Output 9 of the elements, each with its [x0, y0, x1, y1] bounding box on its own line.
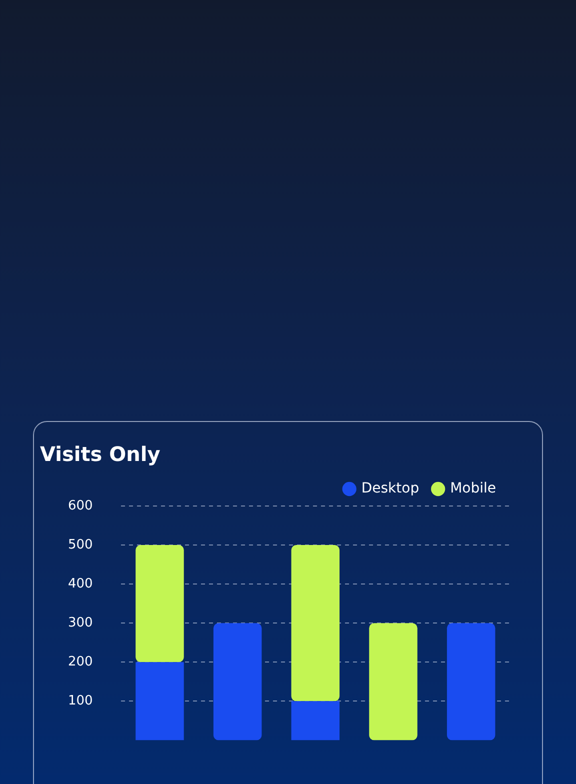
legend-label: Mobile: [450, 480, 496, 497]
legend-label: Desktop: [361, 480, 420, 497]
y-tick-label: 200: [68, 654, 93, 670]
y-tick-label: 400: [68, 576, 93, 592]
y-tick-label: 600: [68, 498, 93, 514]
y-tick-label: 100: [68, 694, 93, 709]
y-tick-label: 300: [68, 615, 93, 630]
chart-title: Visits Only: [40, 442, 160, 466]
y-tick-label: 500: [68, 537, 93, 552]
